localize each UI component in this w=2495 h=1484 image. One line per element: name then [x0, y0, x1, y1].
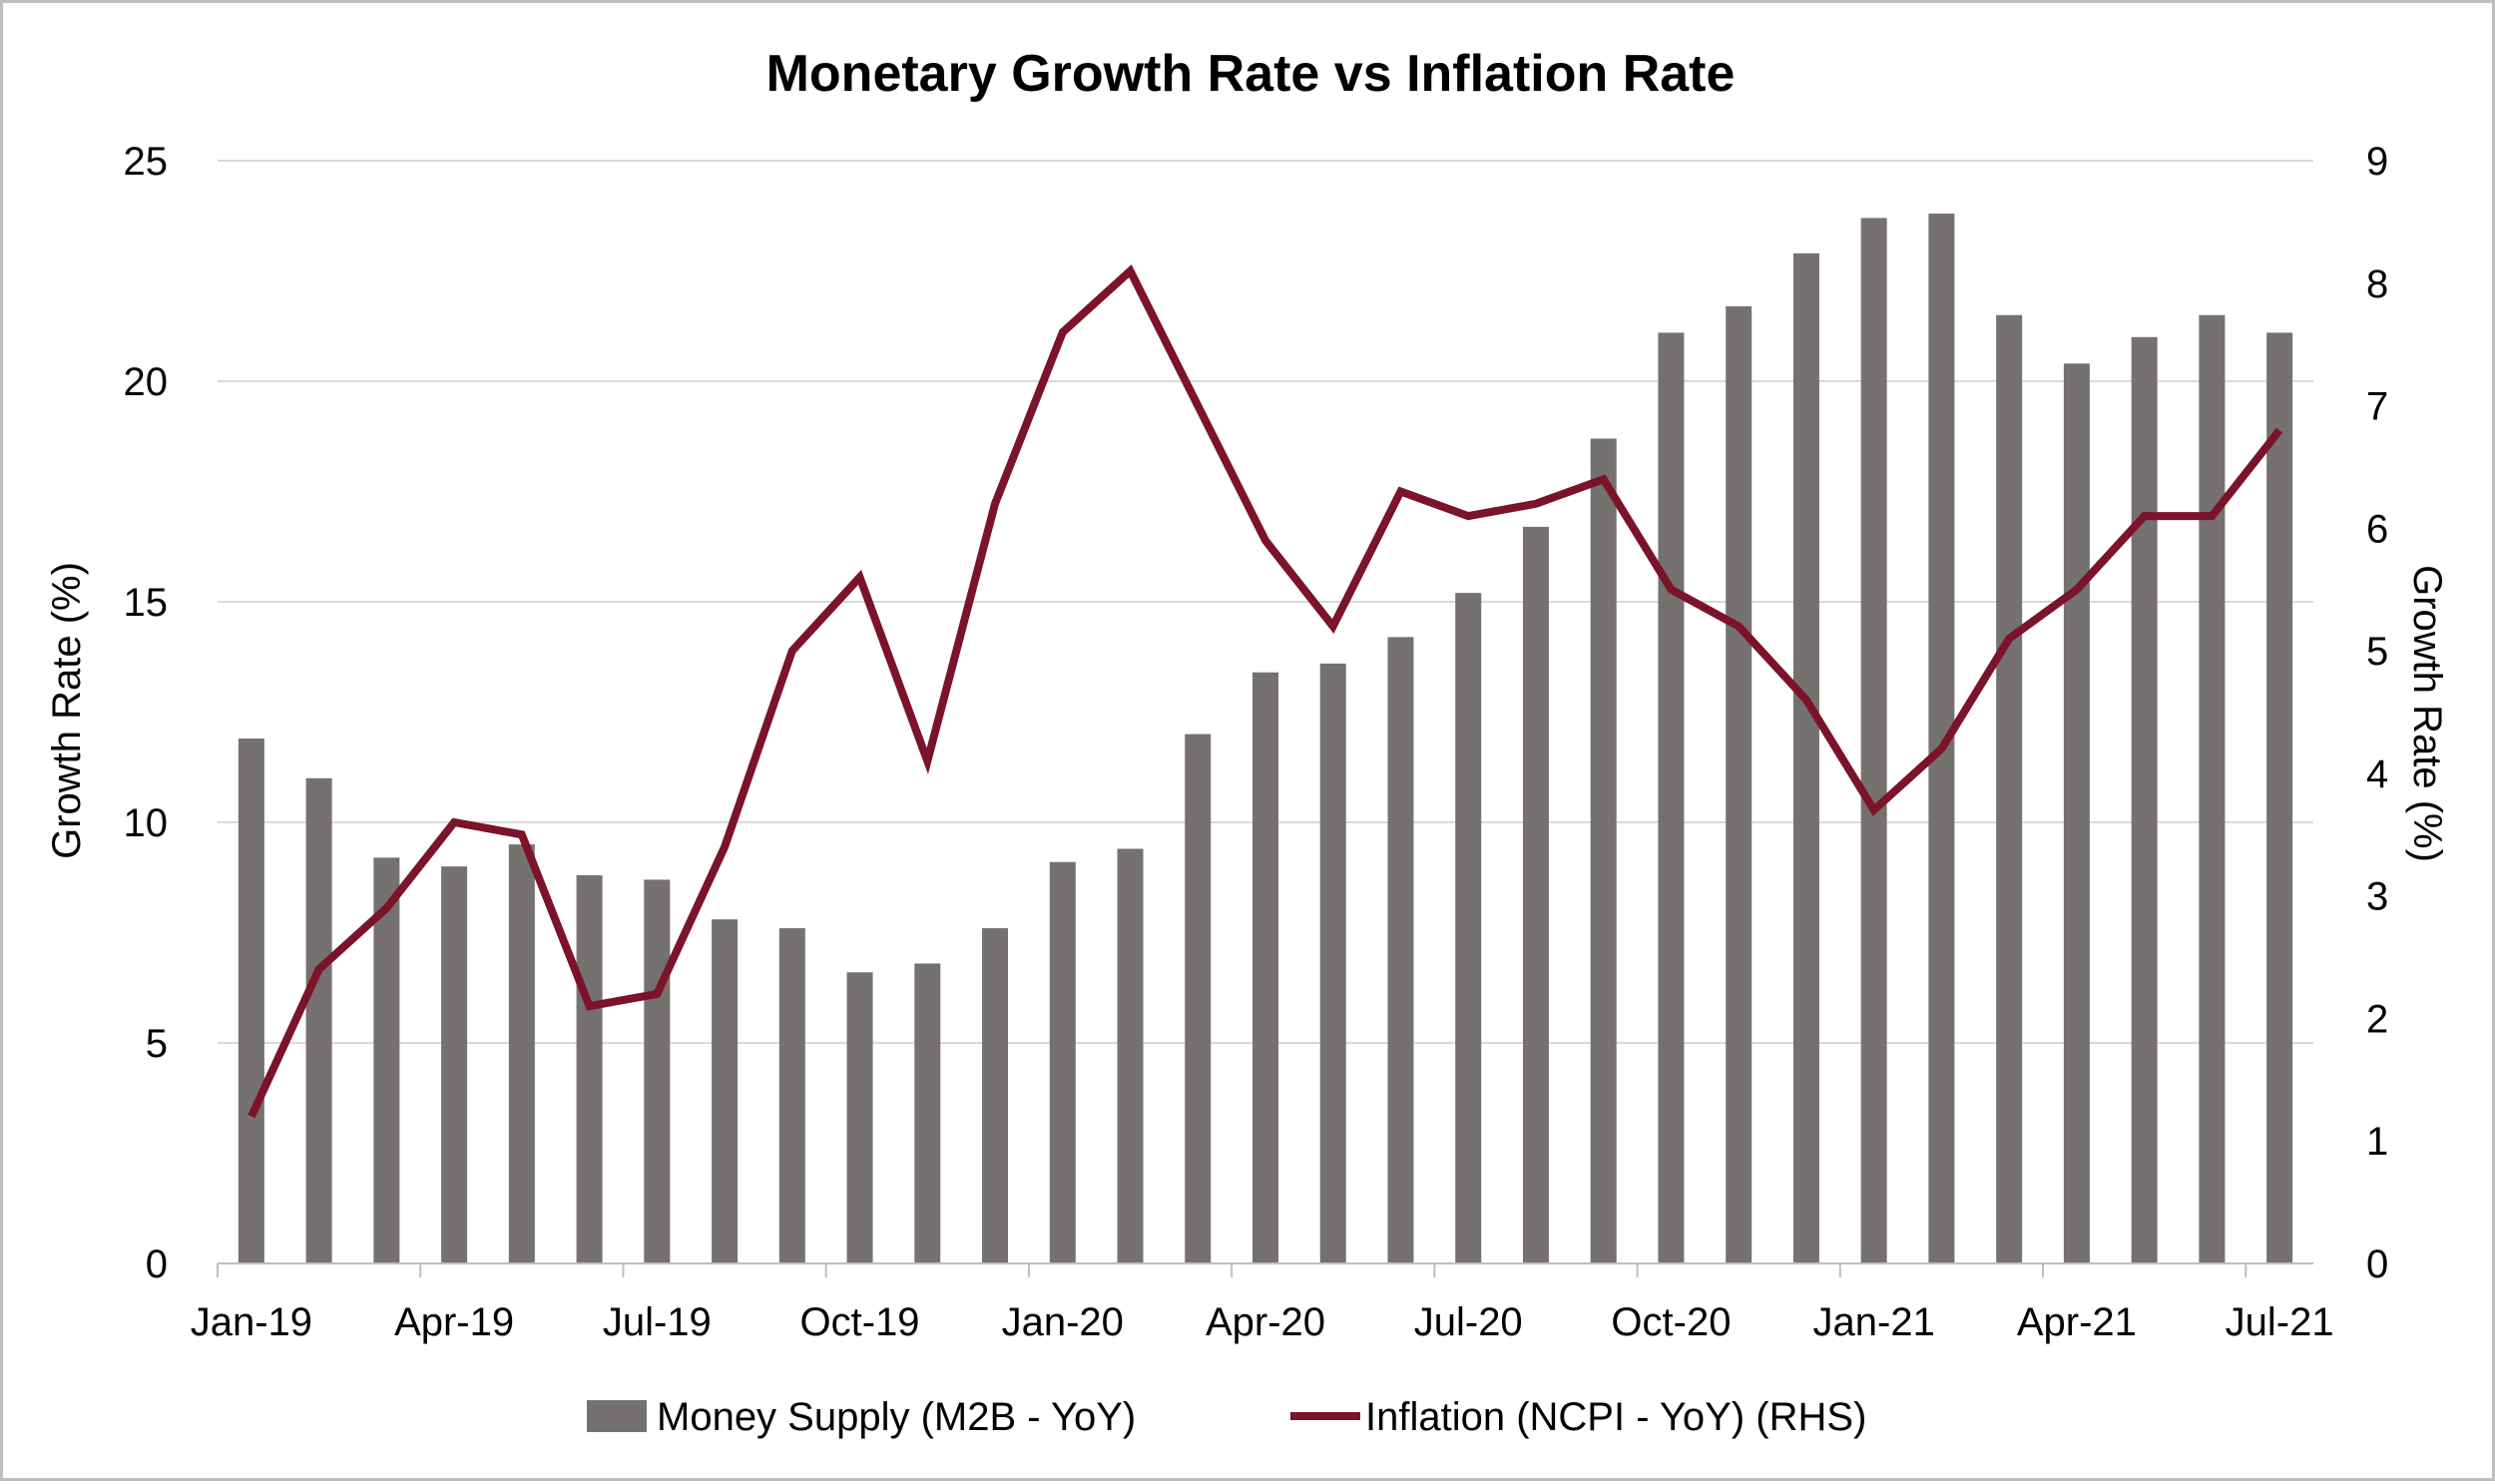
bar-money-supply	[1792, 252, 1819, 1263]
left-tick-label: 10	[124, 801, 169, 845]
right-tick-label: 6	[2366, 507, 2388, 551]
legend-label-money-supply: Money Supply (M2B - YoY)	[657, 1395, 1136, 1439]
x-tick-label: Jan-21	[1813, 1300, 1935, 1344]
left-tick-label: 5	[146, 1022, 168, 1066]
x-tick-label: Apr-20	[1206, 1300, 1325, 1344]
bar-money-supply	[1860, 218, 1887, 1264]
bar-money-supply	[1252, 672, 1278, 1263]
bar-money-supply	[305, 777, 332, 1263]
left-tick-label: 0	[146, 1242, 168, 1286]
x-tick-label: Jul-20	[1414, 1300, 1523, 1344]
bar-money-supply	[1996, 314, 2023, 1263]
bar-money-supply	[373, 857, 400, 1263]
right-tick-label: 5	[2366, 630, 2388, 674]
bar-money-supply	[1590, 438, 1617, 1264]
bar-money-supply	[2199, 314, 2226, 1263]
money-supply-bars	[238, 214, 2293, 1264]
x-tick-label: Apr-19	[394, 1300, 514, 1344]
x-tick-label: Jul-19	[603, 1300, 712, 1344]
right-tick-label: 7	[2366, 385, 2388, 429]
bar-money-supply	[441, 866, 468, 1263]
bar-money-supply	[1117, 848, 1144, 1263]
bar-money-supply	[2266, 332, 2293, 1263]
left-tick-label: 20	[124, 360, 169, 404]
left-axis-label: Growth Rate (%)	[45, 562, 89, 859]
x-tick-label: Apr-21	[2017, 1300, 2137, 1344]
bar-money-supply	[2063, 363, 2090, 1263]
inflation-line-layer	[248, 263, 2283, 1119]
legend-swatch-money-supply	[587, 1400, 647, 1432]
legend-label-inflation: Inflation (NCPI - YoY) (RHS)	[1365, 1395, 1866, 1439]
right-tick-label: 0	[2366, 1242, 2388, 1286]
bar-money-supply	[1049, 861, 1076, 1263]
x-tick-label: Oct-20	[1611, 1300, 1731, 1344]
right-tick-label: 1	[2366, 1120, 2388, 1164]
right-tick-label: 3	[2366, 875, 2388, 919]
right-tick-label: 9	[2366, 140, 2388, 184]
gridlines	[218, 160, 2313, 1044]
right-axis-label: Growth Rate (%)	[2405, 565, 2449, 862]
bar-money-supply	[1185, 734, 1212, 1263]
left-tick-label: 15	[124, 581, 169, 625]
bar-money-supply	[238, 739, 264, 1263]
inflation-line	[248, 263, 2283, 1119]
bar-money-supply	[2131, 336, 2158, 1263]
x-tick-label: Jan-20	[1002, 1300, 1124, 1344]
bar-money-supply	[914, 963, 941, 1263]
bar-money-supply	[982, 928, 1009, 1263]
legend: Money Supply (M2B - YoY) Inflation (NCPI…	[587, 1395, 1866, 1439]
x-tick-label: Oct-19	[800, 1300, 920, 1344]
bar-money-supply	[1658, 332, 1685, 1263]
bar-money-supply	[1726, 305, 1752, 1263]
x-tick-label: Jul-21	[2226, 1300, 2334, 1344]
bar-money-supply	[846, 972, 873, 1263]
bar-money-supply	[712, 919, 739, 1263]
bar-money-supply	[1319, 663, 1346, 1263]
bar-money-supply	[1455, 593, 1482, 1263]
axes: 0 5 10 15 20 25 0 1 2 3 4 5 6 7 8 9 Jan-19 Apr-19 Jul-19 Oc…	[124, 140, 2389, 1344]
bar-money-supply	[508, 844, 535, 1263]
left-tick-label: 25	[124, 140, 169, 184]
x-tick-label: Jan-19	[191, 1300, 312, 1344]
right-tick-label: 4	[2366, 752, 2388, 796]
chart-canvas: 0 5 10 15 20 25 0 1 2 3 4 5 6 7 8 9 Jan-19 Apr-19 Jul-19 Oc…	[45, 45, 2449, 1439]
right-tick-label: 2	[2366, 997, 2388, 1041]
bar-money-supply	[644, 879, 671, 1263]
bar-money-supply	[576, 875, 603, 1263]
chart-title: Monetary Growth Rate vs Inflation Rate	[766, 45, 1736, 103]
right-tick-label: 8	[2366, 262, 2388, 306]
bar-money-supply	[778, 928, 805, 1263]
bar-money-supply	[1522, 526, 1549, 1263]
bar-money-supply	[1387, 637, 1414, 1263]
